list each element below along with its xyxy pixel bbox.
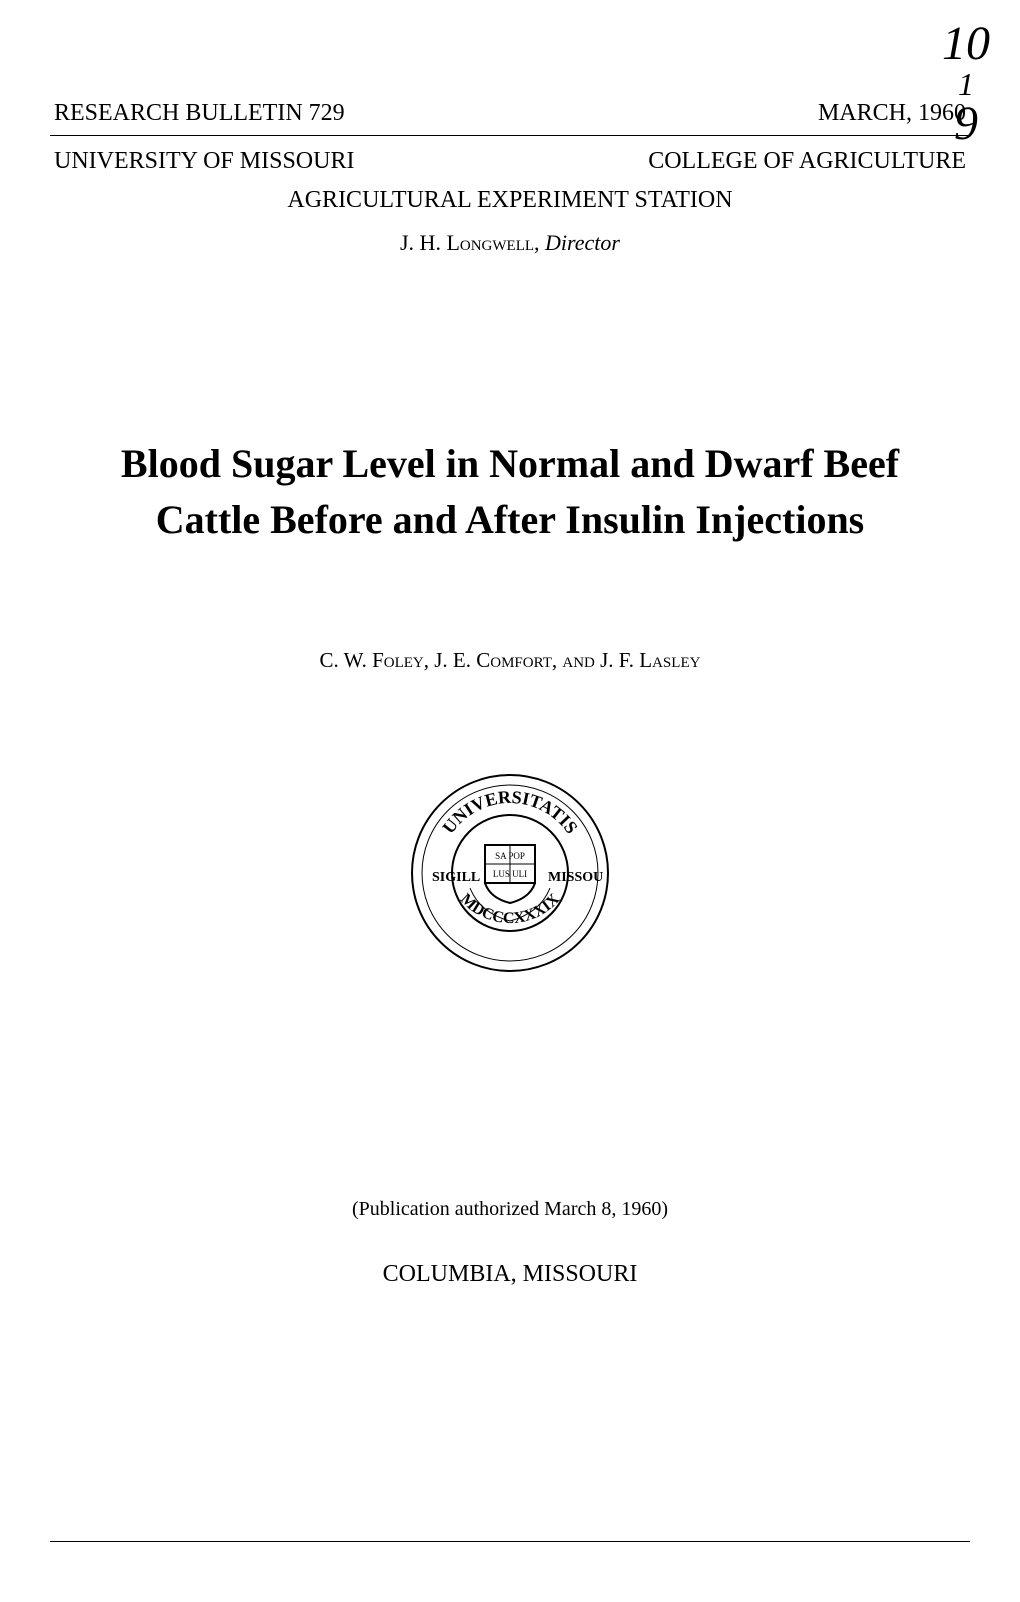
university-seal-icon: UNIVERSITATIS MDCCCXXXIX SIGILL MISSOU S…	[410, 773, 610, 973]
svg-text:UNIVERSITATIS: UNIVERSITATIS	[438, 787, 581, 838]
handwritten-line-3: 9	[942, 100, 990, 148]
handwritten-line-1: 10	[942, 20, 990, 68]
university-name: UNIVERSITY OF MISSOURI	[54, 148, 354, 175]
seal-left-text: SIGILL	[432, 870, 480, 885]
college-name: COLLEGE OF AGRICULTURE	[648, 148, 966, 175]
header-row: RESEARCH BULLETIN 729 MARCH, 1960	[50, 100, 970, 127]
experiment-station: AGRICULTURAL EXPERIMENT STATION	[50, 187, 970, 214]
authors-line: C. W. Foley, J. E. Comfort, and J. F. La…	[50, 648, 970, 673]
footer-divider	[50, 1541, 970, 1542]
director-line: J. H. Longwell, Director	[50, 230, 970, 256]
seal-bottom-text: MDCCCXXXIX	[457, 890, 563, 927]
bulletin-number: RESEARCH BULLETIN 729	[54, 100, 345, 127]
publication-authorization: (Publication authorized March 8, 1960)	[50, 1198, 970, 1221]
header-divider	[50, 135, 970, 136]
director-name: J. H. Longwell	[400, 230, 534, 255]
publication-location: COLUMBIA, MISSOURI	[50, 1261, 970, 1288]
seal-right-text: MISSOU	[548, 870, 603, 885]
institution-row: UNIVERSITY OF MISSOURI COLLEGE OF AGRICU…	[50, 148, 970, 175]
handwritten-line-2: 1	[942, 68, 990, 100]
svg-text:MDCCCXXXIX: MDCCCXXXIX	[457, 890, 563, 927]
university-seal-container: UNIVERSITATIS MDCCCXXXIX SIGILL MISSOU S…	[50, 773, 970, 978]
seal-inner-text-1: SA POP	[495, 851, 525, 861]
director-title: Director	[545, 230, 620, 255]
seal-top-text: UNIVERSITATIS	[438, 787, 581, 838]
seal-inner-text-2: LUS ULI	[493, 869, 527, 879]
handwritten-annotation: 10 1 9	[942, 20, 990, 148]
document-title: Blood Sugar Level in Normal and Dwarf Be…	[50, 436, 970, 548]
